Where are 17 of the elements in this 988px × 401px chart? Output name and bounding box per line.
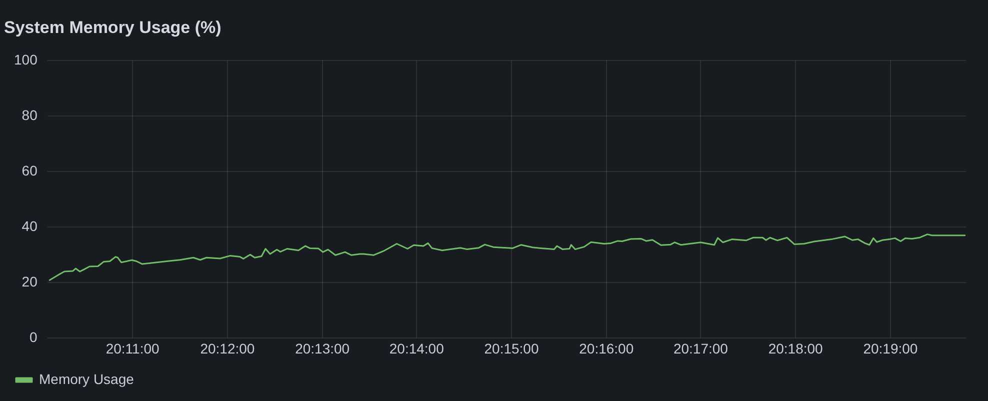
y-tick-label: 40 bbox=[22, 218, 38, 234]
x-tick-label: 20:19:00 bbox=[863, 340, 918, 356]
y-tick-label: 20 bbox=[22, 274, 38, 290]
y-tick-label: 60 bbox=[22, 162, 38, 178]
legend-label: Memory Usage bbox=[39, 370, 134, 387]
y-tick-label: 80 bbox=[22, 106, 38, 123]
x-tick-label: 20:12:00 bbox=[200, 340, 255, 356]
y-tick-label: 0 bbox=[30, 329, 38, 346]
chart-title: System Memory Usage (%) bbox=[4, 18, 222, 37]
x-tick-label: 20:18:00 bbox=[768, 340, 824, 356]
x-tick-label: 20:15:00 bbox=[484, 340, 539, 356]
x-tick-label: 20:16:00 bbox=[579, 340, 634, 356]
y-tick-label: 100 bbox=[14, 51, 38, 68]
x-tick-label: 20:13:00 bbox=[295, 340, 350, 356]
x-tick-label: 20:14:00 bbox=[389, 340, 444, 356]
x-tick-label: 20:17:00 bbox=[673, 340, 728, 356]
x-tick-label: 20:11:00 bbox=[106, 340, 160, 356]
